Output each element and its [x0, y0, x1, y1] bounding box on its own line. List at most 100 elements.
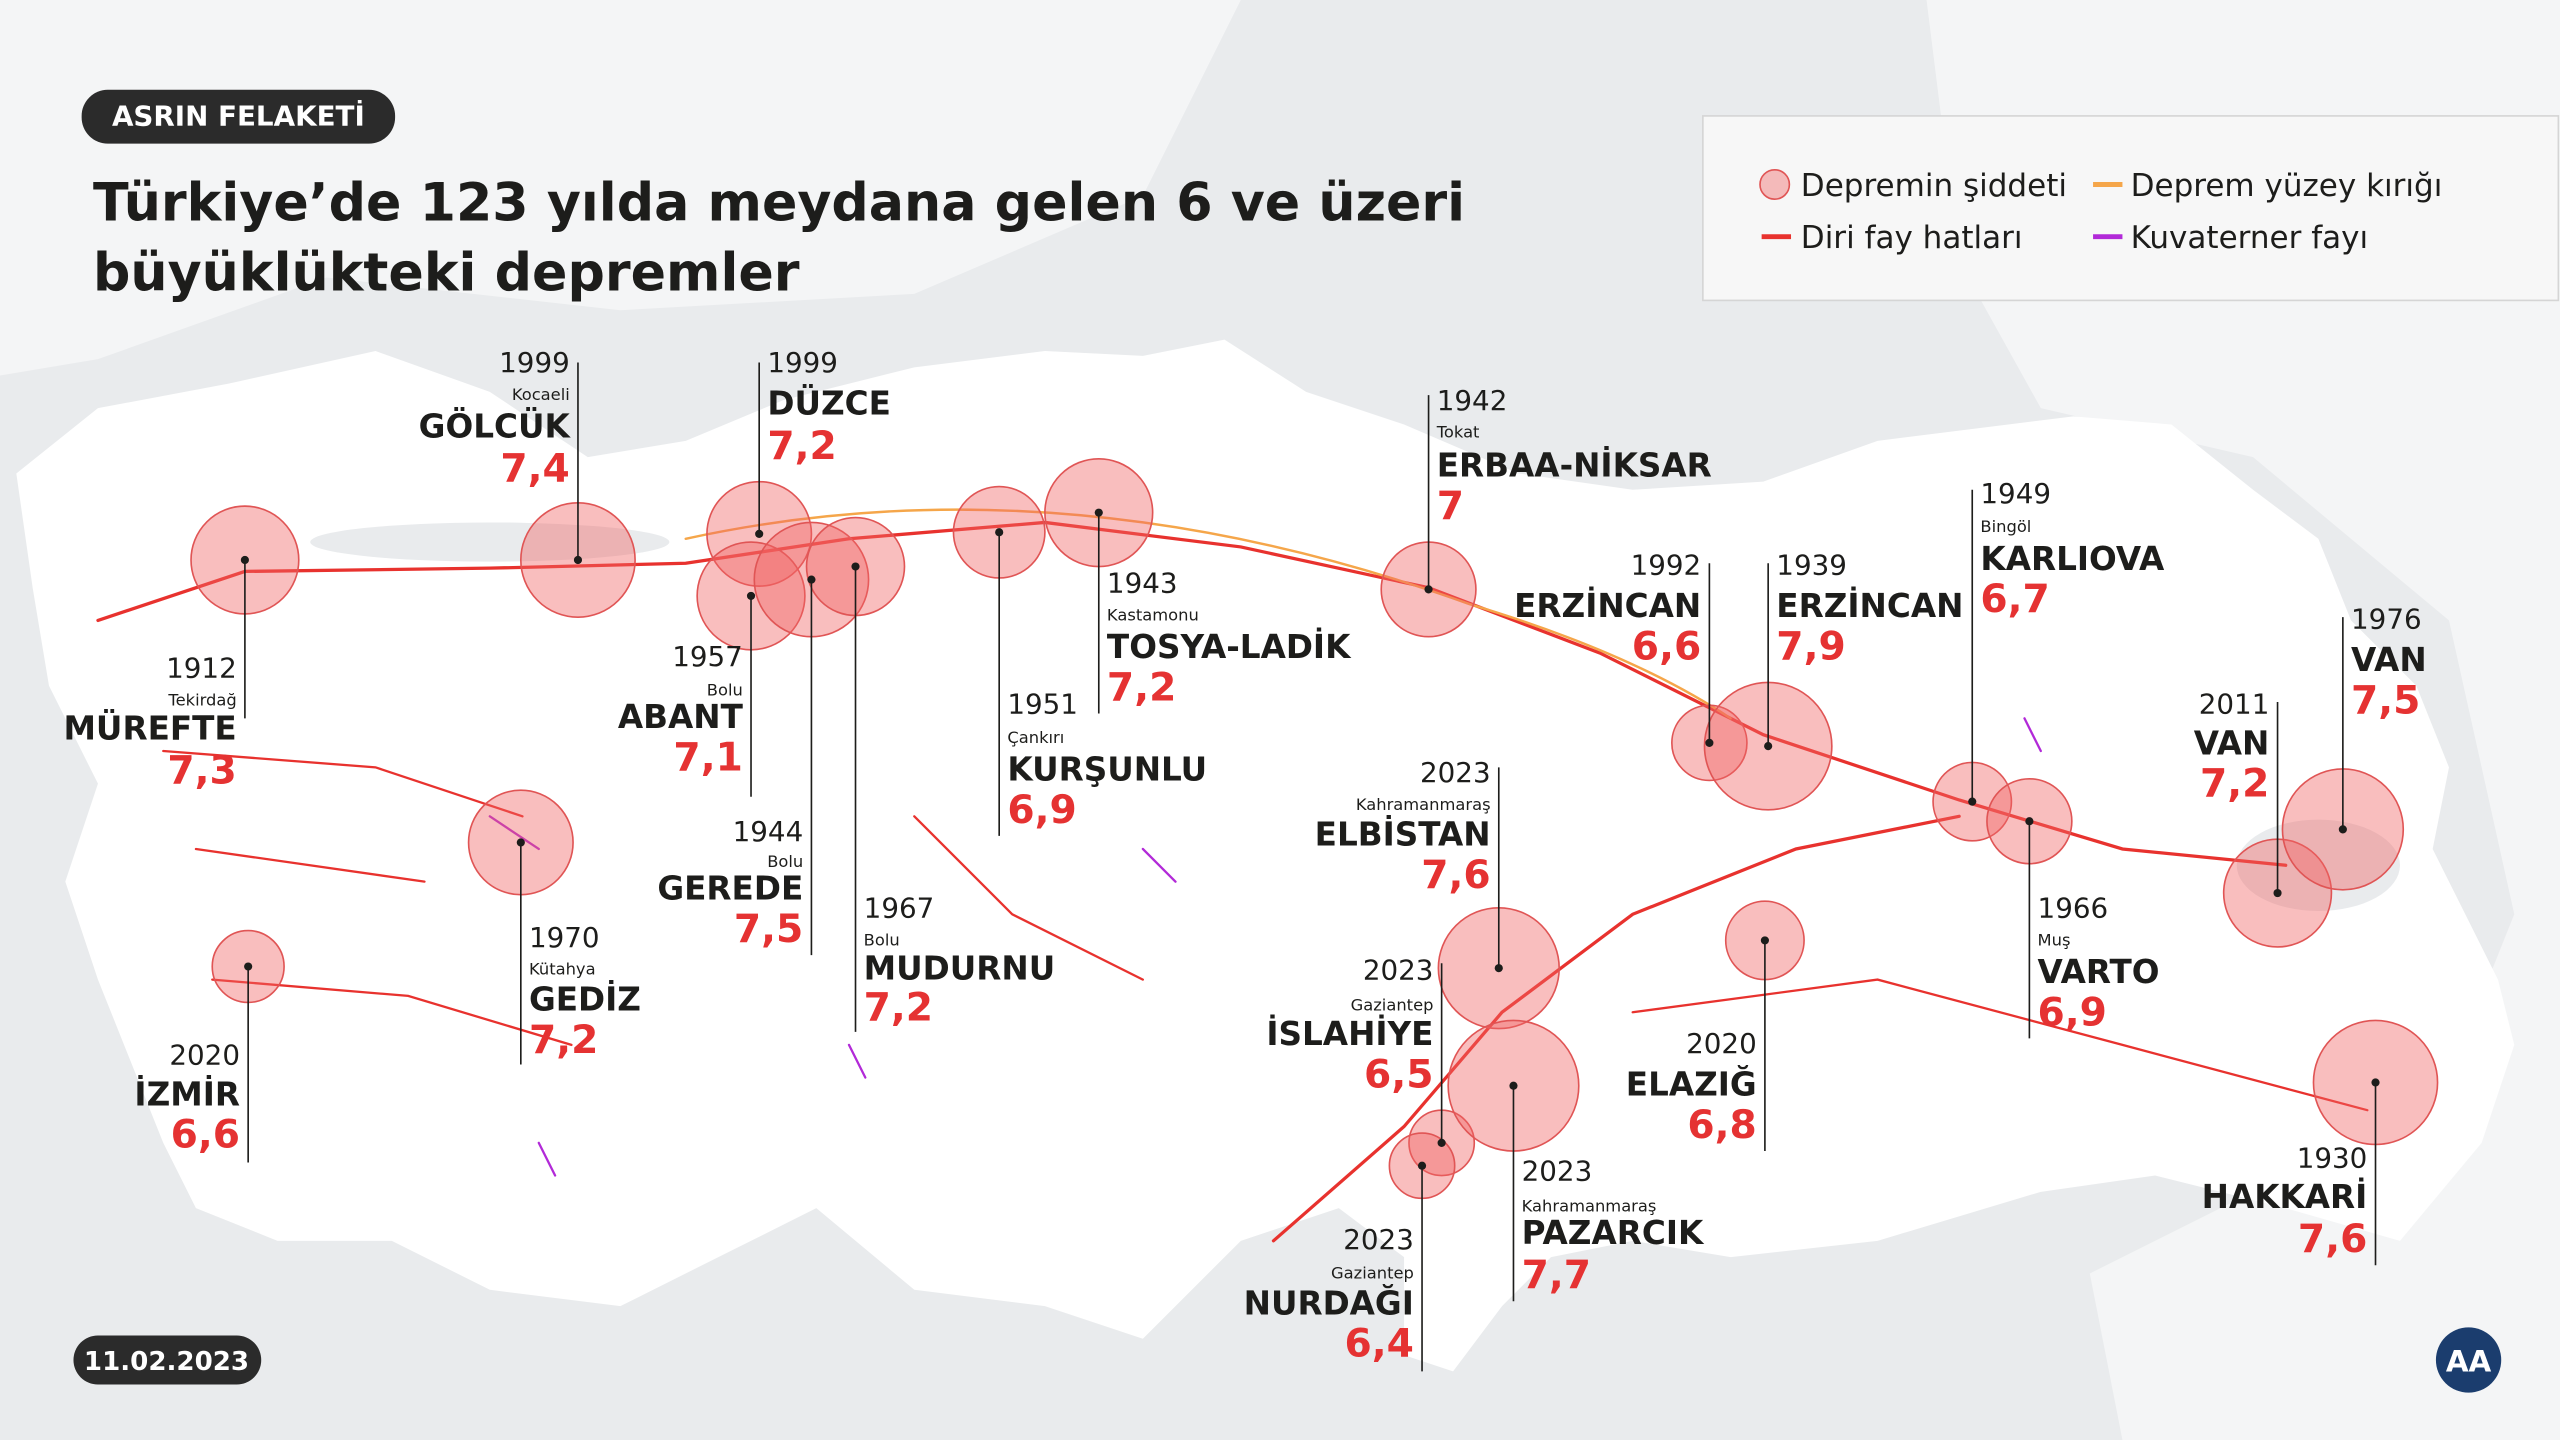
magnitude: 6,5	[1364, 1052, 1433, 1097]
province: Gaziantep	[1331, 1263, 1414, 1282]
province: Bolu	[864, 930, 900, 949]
legend-label: Deprem yüzey kırığı	[2131, 168, 2443, 204]
place: ERZİNCAN	[1776, 587, 1963, 625]
province: Tokat	[1436, 423, 1480, 442]
place: ELBİSTAN	[1315, 816, 1491, 854]
logo: AA	[2446, 1344, 2492, 1378]
year: 1951	[1007, 687, 1078, 720]
legend-label: Diri fay hatları	[1801, 220, 2023, 256]
epicenter-dot	[755, 529, 764, 538]
province: Bolu	[767, 0, 803, 4]
place: İZMİR	[134, 1075, 240, 1113]
legend-symbol	[1759, 168, 1791, 200]
epicenter-dot	[851, 562, 860, 571]
province: Kastamonu	[1107, 605, 1199, 624]
fault-line	[1271, 814, 1961, 1243]
epicenter-dot	[746, 591, 756, 600]
province: Tekirdağ	[167, 690, 236, 709]
place: MUDURNU	[864, 950, 1056, 988]
legend-label: Depremin şiddeti	[1801, 168, 2067, 204]
province: Gaziantep	[1351, 996, 1434, 1015]
epicenter-dot	[1417, 1161, 1427, 1170]
epicenter-dot	[1437, 1138, 1446, 1147]
magnitude: 7,2	[1107, 665, 1176, 710]
year: 1930	[2297, 1141, 2368, 1174]
earthquakes: 1912TekirdağMÜREFTE7,31999KocaeliGÖLCÜK7…	[63, 0, 2439, 1372]
year: 2023	[1343, 1223, 1414, 1256]
epicenter-dot	[1760, 936, 1769, 945]
epicenter-dot	[2025, 817, 2034, 826]
surface-rupture	[684, 508, 1732, 720]
year: 1999	[499, 346, 570, 379]
place: ABANT	[618, 698, 744, 736]
place: NURDAĞI	[1244, 1283, 1414, 1322]
place: TOSYA-LADİK	[1107, 628, 1352, 666]
year: 1912	[166, 652, 237, 685]
labels: 1912TekirdağMÜREFTE7,31999KocaeliGÖLCÜK7…	[63, 0, 2427, 1372]
year: 2011	[2199, 687, 2270, 720]
magnitude: 7,6	[1421, 853, 1490, 898]
fault-line	[96, 520, 2288, 867]
magnitude: 7,6	[2298, 1217, 2367, 1262]
epicenter-dot	[1968, 797, 1977, 806]
year: 1967	[864, 892, 935, 925]
place: ERBAA-NİKSAR	[1437, 447, 1712, 485]
magnitude: 6,7	[1980, 577, 2049, 622]
epicenter-dot	[1764, 742, 1773, 751]
province: Çankırı	[1007, 728, 1064, 747]
magnitude: 6,9	[2038, 990, 2107, 1035]
magnitude: 6,8	[1687, 1103, 1756, 1148]
magnitude: 7,9	[1776, 625, 1845, 670]
legend-box	[1702, 115, 2560, 302]
epicenter-dot	[1705, 738, 1714, 747]
epicenter-dot	[2371, 1078, 2380, 1087]
header: ASRIN FELAKETİ Türkiye’de 123 yılda meyd…	[81, 89, 1465, 304]
place: ERZİNCAN	[1514, 587, 1701, 625]
land-east	[1926, 0, 2560, 1440]
year: 2023	[1363, 954, 1434, 987]
place: VARTO	[2038, 953, 2160, 991]
magnitude: 7,5	[734, 907, 803, 952]
place: VAN	[2194, 724, 2270, 762]
magnitude: 6,9	[1007, 788, 1076, 833]
magnitude: 7,2	[767, 424, 836, 469]
epicenter-dot	[1494, 964, 1503, 973]
year: 2023	[1522, 1154, 1593, 1187]
epicenter-dot	[1094, 508, 1103, 517]
province: Bolu	[707, 681, 743, 700]
tag-pill	[81, 89, 396, 144]
quaternary-fault	[488, 717, 2042, 1177]
province: Kocaeli	[512, 385, 570, 404]
date-pill	[73, 1335, 262, 1385]
place: HAKKARİ	[2202, 1178, 2368, 1216]
legend: Depremin şiddeti Diri fay hatları Deprem…	[1702, 115, 2560, 302]
magnitude: 7	[1437, 484, 1464, 529]
epicenter-dot	[244, 962, 253, 971]
province: Kahramanmaraş	[1522, 1196, 1657, 1215]
epicenter-dot	[573, 555, 583, 565]
epicenter-dot	[516, 838, 525, 847]
province: Kahramanmaraş	[1356, 795, 1491, 814]
year: 1957	[672, 640, 743, 673]
magnitude: 7,2	[2200, 762, 2269, 807]
magnitude: 7,2	[864, 985, 933, 1030]
logo-badge	[2435, 1327, 2502, 1393]
epicenter-dot	[2273, 888, 2282, 898]
year: 1949	[1980, 477, 2051, 510]
magnitude: 7,7	[1522, 1253, 1591, 1298]
year: 1992	[1631, 549, 1702, 582]
place: GÖLCÜK	[419, 408, 572, 446]
year: 1944	[733, 815, 804, 848]
year: 1999	[767, 346, 838, 379]
place: KARLIOVA	[1980, 540, 2165, 578]
title-line: Türkiye’de 123 yılda meydana gelen 6 ve …	[93, 173, 1465, 233]
place: PAZARCIK	[1522, 1214, 1705, 1252]
magnitude: 7,5	[2351, 678, 2420, 723]
magnitude: 6,6	[171, 1113, 240, 1158]
year: 1970	[529, 921, 600, 954]
epicenter-dot	[1424, 585, 1433, 594]
place: ELAZIĞ	[1626, 1065, 1757, 1104]
fault-line	[162, 749, 2369, 1112]
marmara-sea	[310, 522, 670, 562]
